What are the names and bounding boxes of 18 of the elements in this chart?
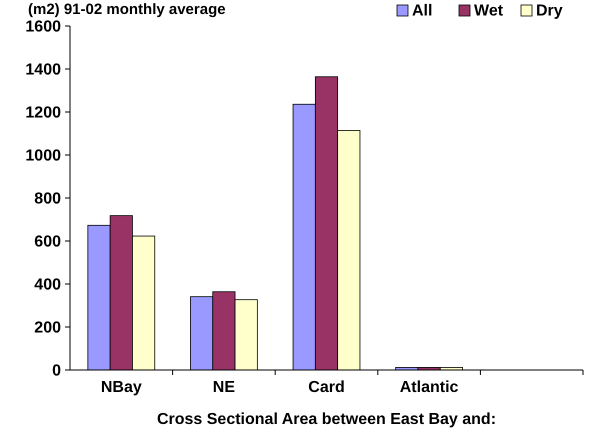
y-tick-label: 1600 (25, 18, 62, 36)
x-tick-label: Card (308, 379, 345, 396)
legend-label: Dry (536, 2, 563, 20)
x-tick-label: Atlantic (400, 379, 459, 396)
y-tick-label: 1000 (25, 148, 62, 165)
chart-title: (m2) 91-02 monthly average (28, 1, 226, 18)
x-tick-label: NE (212, 379, 236, 396)
y-tick-label: 400 (34, 276, 62, 294)
y-tick-label: 600 (34, 234, 62, 251)
legend-label: All (412, 2, 432, 20)
y-tick-label: 800 (34, 190, 62, 208)
y-tick-label: 200 (34, 320, 62, 337)
x-axis-title: Cross Sectional Area between East Bay and: (156, 411, 496, 428)
legend-label: Wet (474, 2, 504, 20)
y-tick-label: 0 (52, 362, 62, 380)
y-tick-label: 1200 (25, 104, 62, 122)
x-tick-label: NBay (100, 379, 142, 396)
y-tick-label: 1400 (25, 62, 62, 79)
